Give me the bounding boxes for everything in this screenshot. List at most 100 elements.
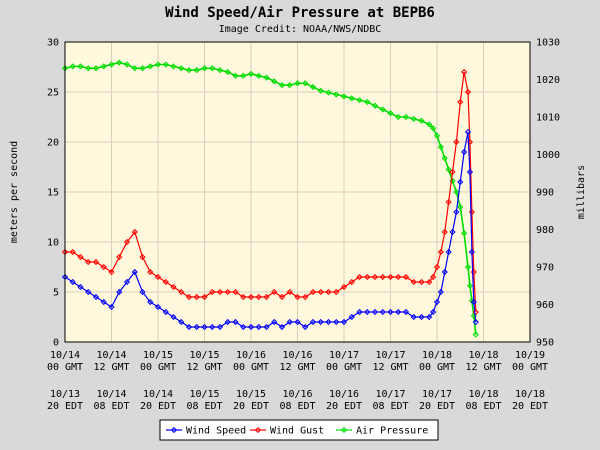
point-air-pressure xyxy=(247,70,255,77)
point-wind-gust xyxy=(364,273,371,281)
point-wind-gust xyxy=(371,273,379,281)
point-air-pressure xyxy=(433,132,441,139)
legend-marker xyxy=(340,426,348,434)
point-wind-gust xyxy=(309,288,317,296)
legend-label: Wind Speed xyxy=(186,426,246,437)
point-wind-gust xyxy=(85,258,92,266)
point-air-pressure xyxy=(387,110,394,117)
point-wind-gust xyxy=(123,238,131,246)
point-wind-speed xyxy=(333,318,340,326)
y2-tick-label: 970 xyxy=(536,263,554,274)
point-wind-gust xyxy=(139,253,146,261)
series-line-wind-gust xyxy=(65,71,477,313)
point-air-pressure xyxy=(255,72,262,79)
point-wind-speed xyxy=(193,323,200,331)
point-air-pressure xyxy=(201,65,208,72)
point-air-pressure xyxy=(340,93,348,100)
point-air-pressure xyxy=(178,65,185,72)
y2-tick-label: 1020 xyxy=(536,75,560,86)
series-wind-gust xyxy=(61,68,479,316)
point-air-pressure xyxy=(441,155,448,162)
point-wind-gust xyxy=(178,288,185,296)
point-air-pressure xyxy=(309,83,317,91)
point-air-pressure xyxy=(364,98,371,106)
point-wind-gust xyxy=(170,283,177,291)
point-air-pressure xyxy=(453,188,460,196)
point-air-pressure xyxy=(325,89,332,96)
grid xyxy=(65,42,530,342)
x-tick-label-gmt: 00 GMT xyxy=(140,362,176,373)
point-wind-speed xyxy=(395,308,402,316)
point-air-pressure xyxy=(294,80,301,87)
point-wind-gust xyxy=(433,263,441,271)
point-air-pressure xyxy=(348,95,355,102)
x-tick-label-edt: 08 EDT xyxy=(186,401,222,412)
x-tick-label-edt: 10/14 xyxy=(96,389,126,400)
x-tick-label-gmt: 12 GMT xyxy=(186,362,222,373)
point-wind-speed xyxy=(209,323,216,331)
point-wind-gust xyxy=(255,293,262,301)
point-air-pressure xyxy=(302,80,309,87)
point-wind-gust xyxy=(437,248,444,256)
tick-labels: 0 5 10 15 20 25 30 950 960 970 980 990 1000 1010 1020 1… xyxy=(47,38,560,413)
x-tick-label-gmt: 00 GMT xyxy=(233,362,269,373)
point-air-pressure xyxy=(162,61,169,68)
point-wind-gust xyxy=(333,288,340,296)
point-wind-speed xyxy=(100,298,107,306)
point-air-pressure xyxy=(139,65,146,72)
point-wind-gust xyxy=(445,198,452,206)
point-wind-gust xyxy=(449,168,456,176)
point-wind-speed xyxy=(472,318,479,326)
point-air-pressure xyxy=(116,59,123,66)
point-wind-speed xyxy=(154,303,162,311)
y-tick-label: 20 xyxy=(47,138,59,149)
point-air-pressure xyxy=(240,72,247,79)
legend-marker xyxy=(170,426,178,434)
point-wind-speed xyxy=(108,303,115,311)
point-wind-gust xyxy=(131,228,138,236)
point-wind-gust xyxy=(402,273,410,281)
point-air-pressure xyxy=(461,230,468,237)
point-air-pressure xyxy=(263,74,270,81)
y-tick-label: 25 xyxy=(47,88,59,99)
point-air-pressure xyxy=(216,67,224,74)
x-tick-label-edt: 08 EDT xyxy=(279,401,315,412)
point-wind-speed xyxy=(255,323,262,331)
y2-tick-label: 950 xyxy=(536,338,554,349)
point-wind-gust xyxy=(116,253,123,261)
point-air-pressure xyxy=(333,91,340,98)
point-air-pressure xyxy=(395,113,402,121)
point-wind-speed xyxy=(162,308,169,316)
point-wind-gust xyxy=(92,258,100,266)
point-air-pressure xyxy=(402,113,410,121)
point-wind-speed xyxy=(457,178,464,186)
point-wind-speed xyxy=(433,298,441,306)
point-wind-speed xyxy=(85,288,92,296)
point-wind-speed xyxy=(466,168,474,176)
point-wind-speed xyxy=(240,323,247,331)
x-tick-label-edt: 10/15 xyxy=(236,389,266,400)
point-wind-gust xyxy=(294,293,301,301)
y2-tick-label: 1000 xyxy=(536,150,560,161)
x-tick-label-gmt: 10/16 xyxy=(236,350,266,361)
point-wind-speed xyxy=(170,313,177,321)
point-wind-gust xyxy=(340,283,348,291)
point-wind-gust xyxy=(247,293,255,301)
x-tick-label-edt: 20 EDT xyxy=(233,401,269,412)
x-tick-label-edt: 10/16 xyxy=(329,389,359,400)
x-tick-label-gmt: 00 GMT xyxy=(47,362,83,373)
point-wind-speed xyxy=(131,268,138,276)
point-wind-gust xyxy=(278,293,286,301)
point-wind-speed xyxy=(147,298,154,306)
series-wind-speed xyxy=(61,128,479,331)
point-wind-speed xyxy=(317,318,324,326)
point-wind-gust xyxy=(468,208,475,216)
x-tick-label-gmt: 10/15 xyxy=(189,350,219,361)
plot-frame xyxy=(64,41,531,343)
point-wind-gust xyxy=(185,293,193,301)
point-wind-speed xyxy=(278,323,286,331)
point-wind-gust xyxy=(379,273,386,281)
point-wind-speed xyxy=(247,323,255,331)
point-wind-speed xyxy=(461,148,468,156)
x-tick-label-edt: 10/18 xyxy=(515,389,545,400)
